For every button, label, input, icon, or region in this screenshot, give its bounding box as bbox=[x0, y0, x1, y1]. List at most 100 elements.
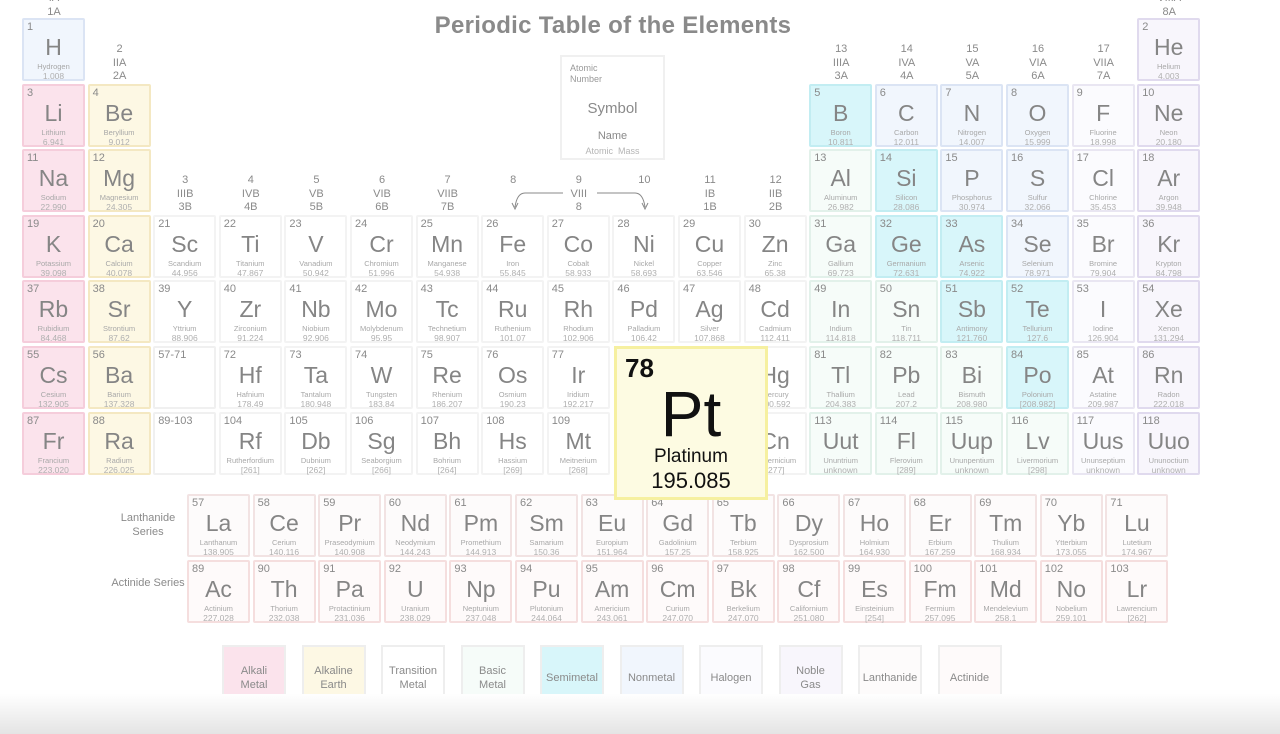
element-cell-tb[interactable]: 65 Tb Terbium 158.925 bbox=[711, 494, 775, 557]
element-cell-sn[interactable]: 50 Sn Tin 118.711 bbox=[874, 280, 938, 344]
element-cell-ar[interactable]: 18 Ar Argon 39.948 bbox=[1137, 149, 1201, 213]
element-cell-te[interactable]: 52 Te Tellurium 127.6 bbox=[1006, 280, 1069, 344]
element-cell-n[interactable]: 7 N Nitrogen 14.007 bbox=[940, 83, 1004, 147]
element-cell-hf[interactable]: 72 Hf Hafnium 178.49 bbox=[218, 346, 282, 409]
element-cell-ac[interactable]: 89 Ac Actinium 227.028 bbox=[187, 560, 250, 623]
element-cell-pa[interactable]: 91 Pa Protactinium 231.036 bbox=[318, 560, 382, 623]
element-cell-la[interactable]: 57 La Lanthanum 138.905 bbox=[187, 494, 250, 557]
element-cell-fl[interactable]: 114 Fl Flerovium [289] bbox=[874, 411, 938, 475]
element-cell-uuo[interactable]: 118 Uuo Ununoctium unknown bbox=[1137, 411, 1201, 475]
element-cell-y[interactable]: 39 Y Yttrium 88.906 bbox=[153, 280, 217, 344]
element-cell-in[interactable]: 49 In Indium 114.818 bbox=[809, 280, 873, 344]
element-cell-se[interactable]: 34 Se Selenium 78.971 bbox=[1006, 214, 1069, 278]
element-cell-zr[interactable]: 40 Zr Zirconium 91.224 bbox=[218, 280, 282, 344]
element-cell-lu[interactable]: 71 Lu Lutetium 174.967 bbox=[1105, 494, 1169, 557]
element-cell-k[interactable]: 19 K Potassium 39.098 bbox=[22, 214, 85, 278]
element-cell-tm[interactable]: 69 Tm Thulium 168.934 bbox=[974, 494, 1038, 557]
element-cell-np[interactable]: 93 Np Neptunium 237.048 bbox=[449, 560, 513, 623]
element-cell-lv[interactable]: 116 Lv Livermorium [298] bbox=[1006, 411, 1069, 475]
element-cell-bk[interactable]: 97 Bk Berkelium 247.070 bbox=[711, 560, 775, 623]
element-cell-yb[interactable]: 70 Yb Ytterbium 173.055 bbox=[1039, 494, 1103, 557]
element-cell-si[interactable]: 14 Si Silicon 28.086 bbox=[874, 149, 938, 213]
element-cell-hs[interactable]: 108 Hs Hassium [269] bbox=[481, 411, 545, 475]
element-cell-fe[interactable]: 26 Fe Iron 55.845 bbox=[481, 214, 545, 278]
element-cell-sg[interactable]: 106 Sg Seaborgium [266] bbox=[350, 411, 413, 475]
element-cell-he[interactable]: 2 He Helium 4.003 bbox=[1137, 18, 1201, 81]
element-cell-as[interactable]: 33 As Arsenic 74.922 bbox=[940, 214, 1004, 278]
element-cell-at[interactable]: 85 At Astatine 209.987 bbox=[1071, 346, 1135, 409]
element-cell-tl[interactable]: 81 Tl Thallium 204.383 bbox=[809, 346, 873, 409]
element-cell-ir[interactable]: 77 Ir Iridium 192.217 bbox=[546, 346, 610, 409]
element-cell-li[interactable]: 3 Li Lithium 6.941 bbox=[22, 83, 85, 147]
element-cell-pr[interactable]: 59 Pr Praseodymium 140.908 bbox=[318, 494, 382, 557]
element-cell-na[interactable]: 11 Na Sodium 22.990 bbox=[22, 149, 85, 213]
element-cell-be[interactable]: 4 Be Beryllium 9.012 bbox=[87, 83, 151, 147]
element-cell-cl[interactable]: 17 Cl Chlorine 35.453 bbox=[1071, 149, 1135, 213]
element-cell-ne[interactable]: 10 Ne Neon 20.180 bbox=[1137, 83, 1201, 147]
highlighted-element-platinum[interactable]: 78 Pt Platinum 195.085 bbox=[614, 346, 768, 500]
element-cell-os[interactable]: 76 Os Osmium 190.23 bbox=[481, 346, 545, 409]
element-cell-cs[interactable]: 55 Cs Cesium 132.905 bbox=[22, 346, 85, 409]
element-cell-es[interactable]: 99 Es Einsteinium [254] bbox=[843, 560, 906, 623]
element-cell-gd[interactable]: 64 Gd Gadolinium 157.25 bbox=[646, 494, 710, 557]
element-cell-pb[interactable]: 82 Pb Lead 207.2 bbox=[874, 346, 938, 409]
element-cell-mn[interactable]: 25 Mn Manganese 54.938 bbox=[415, 214, 479, 278]
element-cell-br[interactable]: 35 Br Bromine 79.904 bbox=[1071, 214, 1135, 278]
element-cell-tc[interactable]: 43 Tc Technetium 98.907 bbox=[415, 280, 479, 344]
element-cell-ca[interactable]: 20 Ca Calcium 40.078 bbox=[87, 214, 151, 278]
element-cell-bi[interactable]: 83 Bi Bismuth 208.980 bbox=[940, 346, 1004, 409]
element-cell-ra[interactable]: 88 Ra Radium 226.025 bbox=[87, 411, 151, 475]
element-cell-lr[interactable]: 103 Lr Lawrencium [262] bbox=[1105, 560, 1169, 623]
element-cell-kr[interactable]: 36 Kr Krypton 84.798 bbox=[1137, 214, 1201, 278]
element-cell-rh[interactable]: 45 Rh Rhodium 102.906 bbox=[546, 280, 610, 344]
element-cell-md[interactable]: 101 Md Mendelevium 258.1 bbox=[974, 560, 1038, 623]
element-cell-rf[interactable]: 104 Rf Rutherfordium [261] bbox=[218, 411, 282, 475]
element-cell-cu[interactable]: 29 Cu Copper 63.546 bbox=[678, 214, 741, 278]
element-cell-cf[interactable]: 98 Cf Californium 251.080 bbox=[777, 560, 841, 623]
element-cell-pm[interactable]: 61 Pm Promethium 144.913 bbox=[449, 494, 513, 557]
element-cell-mg[interactable]: 12 Mg Magnesium 24.305 bbox=[87, 149, 151, 213]
element-cell-bh[interactable]: 107 Bh Bohrium [264] bbox=[415, 411, 479, 475]
element-cell-ba[interactable]: 56 Ba Barium 137.328 bbox=[87, 346, 151, 409]
element-cell-ho[interactable]: 67 Ho Holmium 164.930 bbox=[843, 494, 906, 557]
element-cell-dy[interactable]: 66 Dy Dysprosium 162.500 bbox=[777, 494, 841, 557]
element-cell-u[interactable]: 92 U Uranium 238.029 bbox=[383, 560, 447, 623]
element-cell-fr[interactable]: 87 Fr Francium 223.020 bbox=[22, 411, 85, 475]
element-cell-w[interactable]: 74 W Tungsten 183.84 bbox=[350, 346, 413, 409]
element-cell-p[interactable]: 15 P Phosphorus 30.974 bbox=[940, 149, 1004, 213]
element-cell-f[interactable]: 9 F Fluorine 18.998 bbox=[1071, 83, 1135, 147]
element-cell-ag[interactable]: 47 Ag Silver 107.868 bbox=[678, 280, 741, 344]
element-cell-er[interactable]: 68 Er Erbium 167.259 bbox=[908, 494, 972, 557]
element-cell-ga[interactable]: 31 Ga Gallium 69.723 bbox=[809, 214, 873, 278]
element-cell-fm[interactable]: 100 Fm Fermium 257.095 bbox=[908, 560, 972, 623]
element-cell-mo[interactable]: 42 Mo Molybdenum 95.95 bbox=[350, 280, 413, 344]
element-cell-o[interactable]: 8 O Oxygen 15.999 bbox=[1006, 83, 1069, 147]
element-cell-ce[interactable]: 58 Ce Cerium 140.116 bbox=[252, 494, 316, 557]
element-cell-db[interactable]: 105 Db Dubnium [262] bbox=[284, 411, 348, 475]
element-cell-xe[interactable]: 54 Xe Xenon 131.294 bbox=[1137, 280, 1201, 344]
element-cell-h[interactable]: 1 H Hydrogen 1.008 bbox=[22, 18, 85, 81]
element-cell-nb[interactable]: 41 Nb Niobium 92.906 bbox=[284, 280, 348, 344]
element-cell-th[interactable]: 90 Th Thorium 232.038 bbox=[252, 560, 316, 623]
element-cell-ge[interactable]: 32 Ge Germanium 72.631 bbox=[874, 214, 938, 278]
element-cell-uut[interactable]: 113 Uut Ununtrium unknown bbox=[809, 411, 873, 475]
element-cell-rn[interactable]: 86 Rn Radon 222.018 bbox=[1137, 346, 1201, 409]
element-cell-re[interactable]: 75 Re Rhenium 186.207 bbox=[415, 346, 479, 409]
element-cell-s[interactable]: 16 S Sulfur 32.066 bbox=[1006, 149, 1069, 213]
element-cell-uup[interactable]: 115 Uup Ununpentium unknown bbox=[940, 411, 1004, 475]
element-cell-am[interactable]: 95 Am Americium 243.061 bbox=[580, 560, 644, 623]
element-cell-cm[interactable]: 96 Cm Curium 247.070 bbox=[646, 560, 710, 623]
element-cell-co[interactable]: 27 Co Cobalt 58.933 bbox=[546, 214, 610, 278]
element-cell-sc[interactable]: 21 Sc Scandium 44.956 bbox=[153, 214, 217, 278]
element-cell-cr[interactable]: 24 Cr Chromium 51.996 bbox=[350, 214, 413, 278]
element-cell-b[interactable]: 5 B Boron 10.811 bbox=[809, 83, 873, 147]
element-cell-sb[interactable]: 51 Sb Antimony 121.760 bbox=[940, 280, 1004, 344]
element-cell-v[interactable]: 23 V Vanadium 50.942 bbox=[284, 214, 348, 278]
element-cell-rb[interactable]: 37 Rb Rubidium 84.468 bbox=[22, 280, 85, 344]
element-cell-no[interactable]: 102 No Nobelium 259.101 bbox=[1039, 560, 1103, 623]
element-cell-sm[interactable]: 62 Sm Samarium 150.36 bbox=[515, 494, 578, 557]
element-cell-ni[interactable]: 28 Ni Nickel 58.693 bbox=[612, 214, 676, 278]
element-cell-ti[interactable]: 22 Ti Titanium 47.867 bbox=[218, 214, 282, 278]
element-cell-cd[interactable]: 48 Cd Cadmium 112.411 bbox=[743, 280, 807, 344]
element-cell-zn[interactable]: 30 Zn Zinc 65.38 bbox=[743, 214, 807, 278]
